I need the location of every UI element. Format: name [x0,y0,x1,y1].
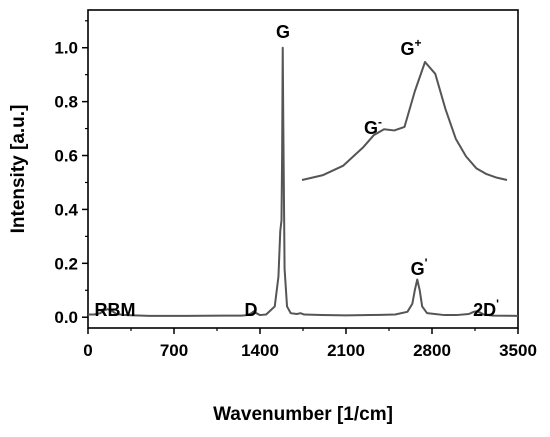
peak-label: G+ [400,36,421,59]
x-axis-title: Wavenumber [1/cm] [213,404,393,425]
x-tick-label: 700 [160,341,188,360]
x-tick-label: 2800 [413,341,451,360]
inset-g-band-line [301,61,508,181]
y-tick-label: 0.6 [54,147,78,166]
labels-layer: RBM D G G' 2D' G- G+ [95,22,500,320]
x-tick-label: 1400 [241,341,279,360]
x-tick-label: 3500 [499,341,537,360]
y-tick-label: 0.2 [54,254,78,273]
spectrum-line [88,46,519,317]
peak-label: D [245,300,258,320]
ticks-layer: 0 700 1400 2100 2800 3500 0.0 0.2 0.4 0.6 0.8 1.0 [54,20,537,360]
inset-layer [301,61,508,181]
x-tick-label: 0 [83,341,92,360]
peak-label: G- [364,115,382,138]
y-tick-label: 0.0 [54,308,78,327]
x-tick-label: 2100 [327,341,365,360]
y-tick-label: 0.8 [54,93,78,112]
peak-label: 2D' [473,297,499,320]
y-tick-label: 1.0 [54,39,78,58]
y-tick-label: 0.4 [54,200,78,219]
peak-label: RBM [95,300,136,320]
peak-label: G' [411,256,428,279]
y-axis-title: Intensity [a.u.] [8,105,29,234]
peak-label: G [276,22,290,42]
series-layer [88,46,519,317]
plot-frame [87,9,519,329]
